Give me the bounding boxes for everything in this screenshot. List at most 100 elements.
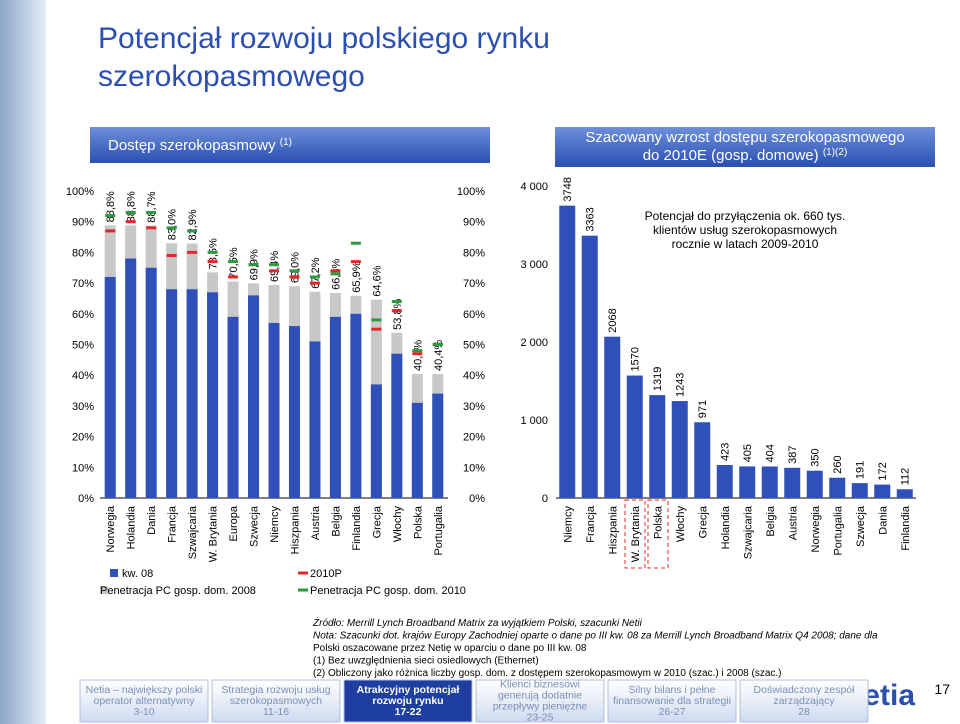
data-label: 404 [765, 444, 777, 462]
y-tick-label: 1 000 [520, 415, 548, 427]
x-tick-label: Finlandia [900, 505, 912, 551]
bar [125, 258, 137, 498]
nav-tab-label: operator alternatywny [94, 695, 196, 707]
slide-title: Potencjał rozwoju polskiego rynku [98, 22, 550, 55]
data-label: 3363 [585, 207, 597, 231]
data-label: 65,9% [351, 261, 363, 292]
data-label: 1319 [652, 367, 664, 391]
data-label: 971 [697, 400, 709, 418]
x-tick-label: Niemcy [269, 506, 281, 543]
x-tick-label: Holandia [126, 505, 138, 549]
data-label: 405 [742, 444, 754, 462]
x-tick-label: Hiszpania [607, 505, 619, 554]
nav-tab-label: generują dodatnie [498, 690, 582, 702]
x-tick-label: Szwecja [249, 505, 261, 547]
x-tick-label: Szwecja [855, 505, 867, 547]
title-text: Dostęp szerokopasmowy [108, 137, 276, 154]
nav-tab-label: 28 [798, 706, 810, 718]
y-tick-label: 50% [463, 340, 485, 352]
slide-title: szerokopasmowego [98, 60, 365, 93]
chart-title: Szacowany wzrost dostępu szerokopasmoweg… [585, 129, 904, 146]
y-tick-label: 10% [463, 462, 485, 474]
bar [411, 402, 423, 498]
legend-label: kw. 08 [122, 568, 153, 580]
data-label: 82,9% [187, 209, 199, 240]
data-label: 64,6% [371, 265, 383, 296]
x-tick-label: Holandia [720, 505, 732, 549]
nav-tab-label: 3-10 [133, 706, 154, 718]
x-tick-label: Grecja [697, 505, 709, 538]
data-label: 260 [832, 455, 844, 473]
y-tick-label: 20% [463, 432, 485, 444]
bar [649, 395, 666, 498]
x-tick-label: Szwajcaria [742, 505, 754, 559]
y-tick-label: 3 000 [520, 259, 548, 271]
x-tick-label: Polska [412, 505, 424, 539]
legend-label: Penetracja PC gosp. dom. 2010 [310, 585, 466, 597]
y-tick-label: 0% [469, 493, 485, 505]
bar [784, 467, 801, 498]
x-tick-label: Hiszpania [289, 505, 301, 554]
y-tick-label: 30% [72, 401, 94, 413]
nav-tab [739, 679, 869, 723]
nav-tab-label: 23-25 [527, 712, 554, 724]
nav-tab-label: Strategia rozwoju usług [221, 684, 330, 696]
bar [268, 323, 280, 498]
header-box [90, 127, 490, 163]
y-tick-label: 10% [72, 462, 94, 474]
annotation: rocznie w latach 2009-2010 [672, 237, 819, 251]
x-tick-label: Portugalia [433, 505, 445, 555]
data-label: 67,2% [310, 257, 322, 288]
x-tick-label: Finlandia [351, 505, 363, 551]
nav-tab-label: szerokopasmowych [230, 695, 322, 707]
data-label: 387 [787, 445, 799, 463]
y-tick-label: 60% [463, 309, 485, 321]
bar [694, 422, 711, 498]
bar [145, 267, 157, 498]
bar [227, 316, 239, 498]
x-tick-label: Francja [167, 505, 179, 543]
bar [248, 295, 260, 498]
y-tick-label: 30% [463, 401, 485, 413]
bar [186, 289, 198, 498]
nav-tab-label: rozwoju rynku [372, 695, 443, 707]
nav-tab-label: 26-27 [659, 706, 686, 718]
bar [350, 313, 362, 498]
bar [104, 276, 116, 498]
x-tick-label: Szwajcaria [187, 505, 199, 559]
y-tick-label: 80% [463, 247, 485, 259]
nav-tab-label: Atrakcyjny potencjał [357, 684, 460, 696]
footnote: Nota: Szacunki dot. krajów Europy Zachod… [313, 631, 878, 642]
y-tick-label: 100% [457, 186, 485, 198]
data-label: 3748 [562, 177, 574, 201]
x-tick-label: Portugalia [832, 505, 844, 555]
y-tick-label: 0 [542, 493, 548, 505]
legend-label: 2010P [310, 568, 342, 580]
nav-tab [343, 679, 473, 723]
x-tick-label: W. Brytania [208, 505, 220, 562]
data-label: 88,8% [126, 191, 138, 222]
y-tick-label: 40% [463, 370, 485, 382]
data-label: 40,4% [433, 340, 445, 371]
x-tick-label: Norwegia [810, 505, 822, 552]
nav-tab [79, 679, 209, 723]
y-tick-label: 90% [72, 217, 94, 229]
x-tick-label: Austria [310, 505, 322, 540]
bar [581, 235, 598, 498]
data-label: 69,0% [289, 252, 301, 283]
page-number: 17 [934, 681, 950, 697]
bar [370, 384, 382, 498]
chart-title: Dostęp szerokopasmowy (1) [108, 137, 292, 154]
legend-label: Penetracja PC gosp. dom. 2008 [100, 585, 256, 597]
y-tick-label: 60% [72, 309, 94, 321]
title-note: (1) [280, 137, 292, 148]
highlight-box [624, 499, 646, 569]
data-label: 83,0% [167, 209, 179, 240]
title-text: do 2010E (gosp. domowe) [643, 147, 819, 164]
bar [716, 465, 733, 498]
bar [207, 292, 219, 498]
x-tick-label: Europa [228, 505, 240, 541]
x-tick-label: Norwegia [105, 505, 117, 552]
